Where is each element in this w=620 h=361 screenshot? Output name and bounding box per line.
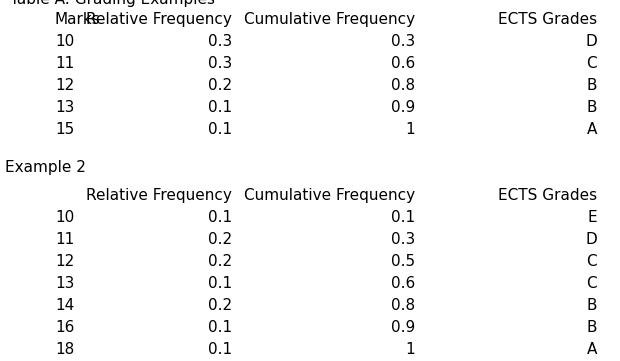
Text: 0.5: 0.5 [391, 254, 415, 269]
Text: 0.2: 0.2 [208, 298, 232, 313]
Text: 0.1: 0.1 [208, 100, 232, 115]
Text: D: D [585, 232, 597, 247]
Text: 0.2: 0.2 [208, 78, 232, 93]
Text: C: C [587, 276, 597, 291]
Text: 13: 13 [55, 276, 74, 291]
Text: 0.9: 0.9 [391, 320, 415, 335]
Text: Table A: Grading Examples: Table A: Grading Examples [10, 0, 215, 7]
Text: 0.3: 0.3 [208, 56, 232, 71]
Text: 13: 13 [55, 100, 74, 115]
Text: Cumulative Frequency: Cumulative Frequency [244, 12, 415, 27]
Text: 16: 16 [55, 320, 74, 335]
Text: 0.3: 0.3 [391, 232, 415, 247]
Text: Marks: Marks [55, 12, 100, 27]
Text: E: E [587, 210, 597, 225]
Text: 0.2: 0.2 [208, 254, 232, 269]
Text: 0.6: 0.6 [391, 56, 415, 71]
Text: C: C [587, 56, 597, 71]
Text: A: A [587, 342, 597, 357]
Text: 0.1: 0.1 [208, 210, 232, 225]
Text: 12: 12 [55, 254, 74, 269]
Text: 0.9: 0.9 [391, 100, 415, 115]
Text: 0.1: 0.1 [208, 342, 232, 357]
Text: 1: 1 [405, 342, 415, 357]
Text: 0.3: 0.3 [391, 34, 415, 49]
Text: 0.6: 0.6 [391, 276, 415, 291]
Text: C: C [587, 254, 597, 269]
Text: 0.1: 0.1 [208, 320, 232, 335]
Text: 0.8: 0.8 [391, 78, 415, 93]
Text: Relative Frequency: Relative Frequency [86, 12, 232, 27]
Text: B: B [587, 320, 597, 335]
Text: 0.3: 0.3 [208, 34, 232, 49]
Text: 0.1: 0.1 [208, 276, 232, 291]
Text: 11: 11 [55, 232, 74, 247]
Text: B: B [587, 78, 597, 93]
Text: A: A [587, 122, 597, 137]
Text: B: B [587, 100, 597, 115]
Text: 12: 12 [55, 78, 74, 93]
Text: 11: 11 [55, 56, 74, 71]
Text: 10: 10 [55, 210, 74, 225]
Text: D: D [585, 34, 597, 49]
Text: 18: 18 [55, 342, 74, 357]
Text: 10: 10 [55, 34, 74, 49]
Text: 0.1: 0.1 [208, 122, 232, 137]
Text: 0.8: 0.8 [391, 298, 415, 313]
Text: 0.2: 0.2 [208, 232, 232, 247]
Text: 15: 15 [55, 122, 74, 137]
Text: ECTS Grades: ECTS Grades [498, 12, 597, 27]
Text: 1: 1 [405, 122, 415, 137]
Text: B: B [587, 298, 597, 313]
Text: ECTS Grades: ECTS Grades [498, 188, 597, 203]
Text: 0.1: 0.1 [391, 210, 415, 225]
Text: Relative Frequency: Relative Frequency [86, 188, 232, 203]
Text: Cumulative Frequency: Cumulative Frequency [244, 188, 415, 203]
Text: Example 2: Example 2 [5, 160, 86, 175]
Text: 14: 14 [55, 298, 74, 313]
